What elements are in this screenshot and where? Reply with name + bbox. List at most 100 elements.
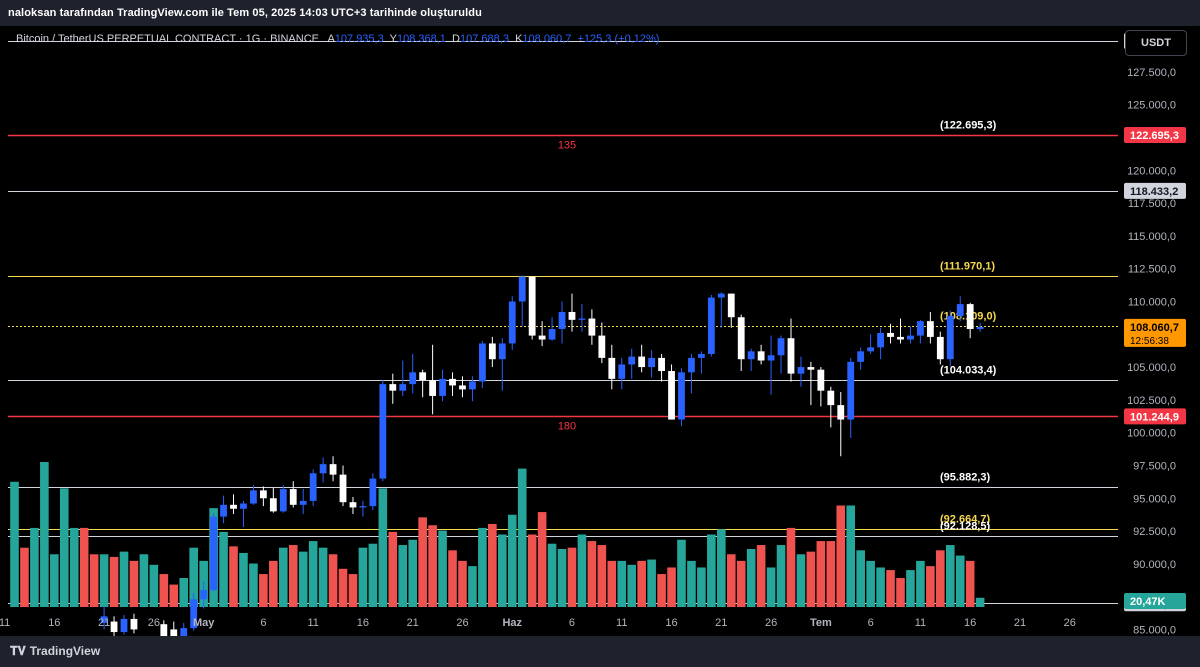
- candle-body: [230, 504, 237, 509]
- volume-bar: [278, 547, 288, 607]
- price-chart[interactable]: (122.695,3)135(111.970,1)(108.109,0)(104…: [0, 0, 1200, 636]
- candle-body: [498, 343, 506, 360]
- candle-body: [568, 311, 576, 320]
- volume-bar: [637, 560, 646, 607]
- chart-area[interactable]: [0, 26, 1200, 636]
- volume-bar: [59, 488, 69, 607]
- candle-body: [628, 356, 636, 365]
- time-tick-label: 6: [569, 617, 575, 629]
- volume-bar: [667, 567, 676, 607]
- candle-body: [518, 276, 526, 302]
- volume-bar: [179, 578, 189, 607]
- candles: [100, 275, 984, 636]
- candle-body: [688, 357, 695, 373]
- candle-body: [548, 329, 556, 340]
- candle-body: [897, 336, 904, 340]
- candle-body: [110, 621, 118, 633]
- volume-bar: [288, 545, 298, 607]
- candle-body: [449, 378, 456, 386]
- volume-bar: [876, 567, 885, 607]
- volume-bar: [647, 559, 656, 607]
- volume-bar: [448, 550, 457, 607]
- candle-body: [409, 372, 417, 385]
- candle-body: [508, 301, 516, 344]
- candle-body: [737, 317, 745, 360]
- bottom-bar: [0, 636, 1200, 667]
- candle-body: [867, 347, 875, 352]
- symbol-name[interactable]: Bitcoin / TetherUS PERPETUAL CONTRACT · …: [16, 33, 319, 45]
- level-tag-2-bg: [1124, 182, 1186, 199]
- volume-bar: [786, 527, 796, 607]
- price-tick-label: 90.000,0: [1133, 559, 1176, 571]
- candle-body: [618, 364, 626, 379]
- volume-bar: [955, 555, 965, 607]
- volume-bar: [936, 550, 945, 607]
- volume-bar: [20, 547, 29, 607]
- currency-button[interactable]: USDT: [1125, 30, 1187, 56]
- time-tick-label: 21: [715, 617, 727, 629]
- volume-bar: [517, 468, 527, 607]
- open-value: 107.935,3: [334, 33, 384, 45]
- candle-body: [767, 355, 775, 361]
- candle-body: [827, 390, 835, 406]
- candle-body: [299, 500, 307, 505]
- volume-bar: [607, 560, 617, 607]
- tradingview-brand[interactable]: 𝐓𝐕 TradingView: [10, 644, 100, 659]
- candle-body: [707, 297, 715, 354]
- change-value: +125,3 (+0,12%): [577, 33, 660, 45]
- candle-body: [777, 338, 785, 356]
- time-tick-label: 26: [765, 617, 777, 629]
- volume-bar: [368, 543, 378, 607]
- volume-bar: [627, 564, 637, 607]
- brand-label: TradingView: [29, 644, 101, 658]
- level-label-8: (92.664,7): [940, 514, 990, 526]
- volume-bar: [458, 560, 467, 607]
- volume-bar: [358, 547, 368, 607]
- candle-body: [578, 318, 586, 320]
- volume-bar: [866, 560, 875, 607]
- candle-body: [678, 372, 685, 420]
- level-tag-1-bg: [1124, 126, 1186, 143]
- candle-body: [130, 618, 138, 630]
- price-tick-label: 120.000,0: [1127, 165, 1176, 177]
- volume-bar: [159, 574, 169, 607]
- candle-body: [936, 336, 944, 360]
- time-tick-label: 16: [357, 617, 369, 629]
- candle-body: [648, 357, 656, 368]
- candle-body: [160, 624, 168, 636]
- volume-bar: [438, 530, 447, 607]
- candle-body: [100, 616, 108, 623]
- candle-body: [309, 473, 317, 501]
- candle-body: [907, 335, 914, 340]
- volume-bar: [796, 554, 806, 607]
- time-tick-label: 11: [915, 617, 926, 629]
- candle-body: [946, 315, 954, 360]
- price-tick-label: 110.000,0: [1128, 296, 1176, 308]
- time-tick-label: May: [193, 617, 215, 629]
- volume-bar: [249, 563, 258, 607]
- candle-body: [638, 356, 646, 368]
- time-axis: 611162126May611162126Haz611162126Tem6111…: [0, 617, 1076, 629]
- candle-body: [459, 385, 466, 390]
- volume-bar: [169, 584, 179, 607]
- candle-body: [887, 332, 894, 337]
- volume-bar: [726, 554, 736, 607]
- volume-bar: [687, 560, 696, 607]
- time-tick-label: 26: [1064, 617, 1076, 629]
- volume-bar: [109, 556, 119, 607]
- countdown-text: 12:56:38: [1130, 336, 1169, 347]
- volume-bar: [89, 554, 99, 607]
- volume-bar: [567, 547, 577, 607]
- volume-bar: [617, 560, 627, 607]
- volume-bar: [497, 534, 507, 607]
- top-bar: naloksan tarafından TradingView.com ile …: [0, 0, 1200, 26]
- candle-body: [727, 293, 735, 318]
- current-price-tag-text: 108.060,7: [1130, 322, 1179, 334]
- volume-bar: [40, 462, 49, 607]
- candle-body: [837, 405, 845, 420]
- volume-bar: [965, 560, 975, 607]
- high-value: 108.368,1: [396, 33, 446, 45]
- volume-bar: [428, 525, 437, 607]
- candle-body: [588, 318, 596, 336]
- price-tick-label: 125.000,0: [1127, 100, 1176, 112]
